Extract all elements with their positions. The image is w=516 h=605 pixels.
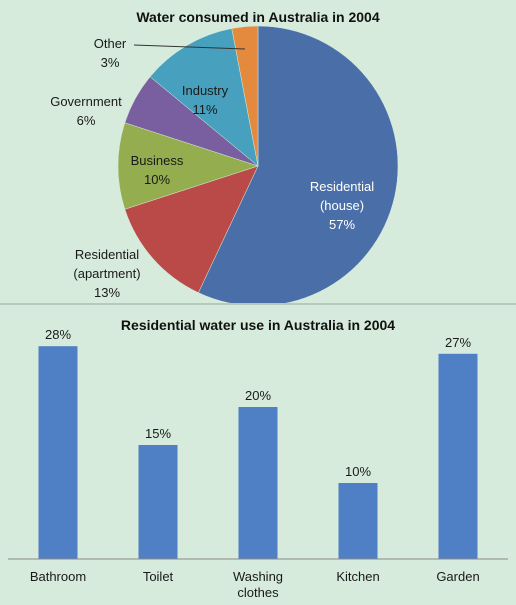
pie-slice-other	[231, 25, 259, 167]
pie-label-residential-apartment: Residential (apartment) 13%	[73, 247, 140, 300]
bar-chart-title: Residential water use in Australia in 20…	[120, 317, 396, 333]
bar-chart-panel: Residential water use in Australia in 20…	[0, 306, 516, 605]
bar-garden	[438, 353, 478, 559]
bar-value-label-bathroom: 28%	[45, 327, 71, 342]
pie-chart-title: Water consumed in Australia in 2004	[136, 9, 380, 25]
x-tick-label-kitchen: Kitchen	[336, 569, 379, 584]
x-tick-label-bathroom: Bathroom	[30, 569, 86, 584]
bar-value-label-toilet: 15%	[145, 426, 171, 441]
bar-bathroom	[38, 346, 78, 559]
bar-toilet	[138, 445, 178, 559]
pie-label-government: Government 6%	[50, 94, 122, 128]
pie-label-residential-house: Residential (house) 57%	[310, 179, 374, 232]
pie-chart-panel: Water consumed in Australia in 2004 Resi…	[50, 9, 399, 303]
pie-chart: Residential (house) 57% Residential (apartme…	[50, 25, 399, 303]
pie-slice-residential-house	[198, 25, 399, 303]
bar-chart: 28% Bathroom 15% Toilet 20% Washing clothes 10%…	[8, 327, 508, 600]
pie-label-business: Business 10%	[131, 153, 184, 187]
panel-divider	[0, 303, 516, 305]
pie-slice-residential-apartment	[124, 165, 259, 294]
bar-value-label-washing-clothes: 20%	[245, 388, 271, 403]
bar-value-label-kitchen: 10%	[345, 464, 371, 479]
pie-label-other: Other 3%	[94, 36, 127, 70]
pie-slice-industry	[149, 28, 259, 167]
bar-washing-clothes	[238, 407, 278, 559]
x-tick-label-toilet: Toilet	[143, 569, 174, 584]
pie-label-industry: Industry 11%	[182, 83, 229, 117]
x-tick-label-garden: Garden	[436, 569, 479, 584]
x-tick-label-washing-clothes: Washing clothes	[233, 569, 283, 600]
bar-kitchen	[338, 483, 378, 559]
bar-value-label-garden: 27%	[445, 335, 471, 350]
pie-slice-business	[117, 122, 259, 210]
other-leader-line	[133, 44, 246, 50]
